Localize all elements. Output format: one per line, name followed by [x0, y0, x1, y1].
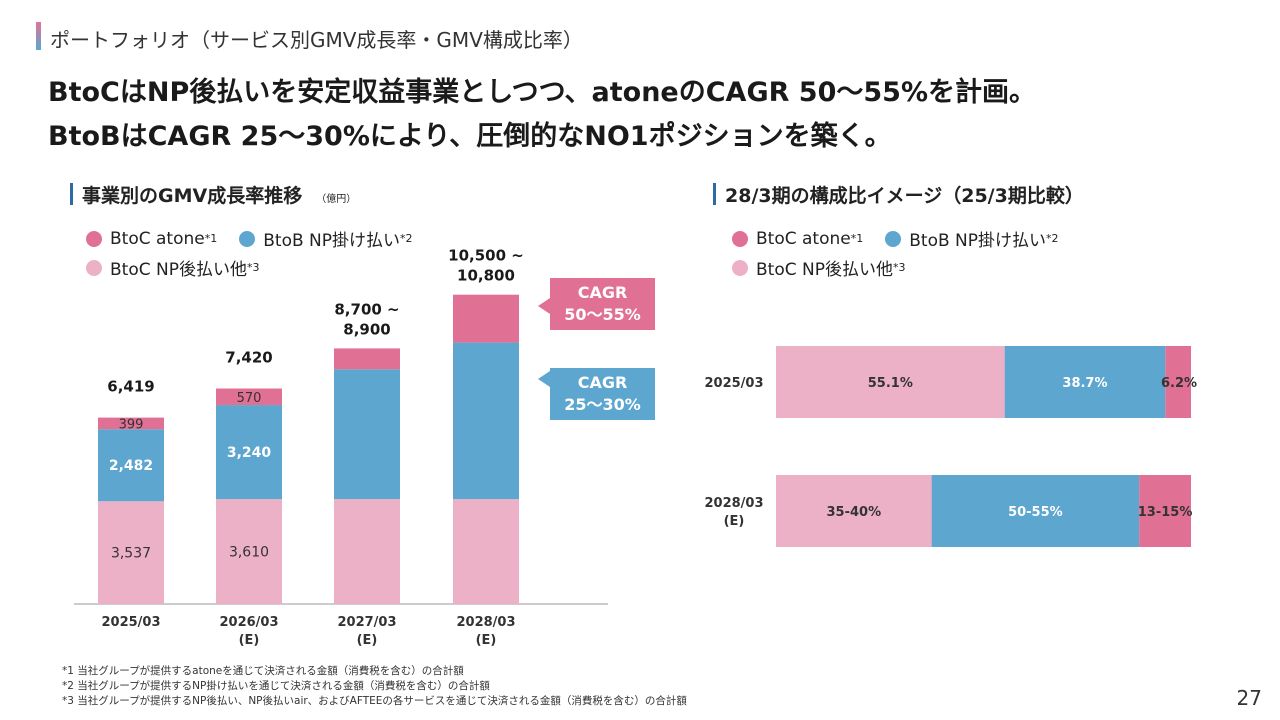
legend-item-btob-right: BtoB NP掛け払い *2: [885, 226, 1059, 251]
legend-note-atone-right: *1: [850, 232, 864, 245]
left-panel-title-text: 事業別のGMV成長率推移: [82, 185, 303, 207]
data-label-np: 3,610: [229, 545, 269, 561]
data-label-atone: 399: [119, 417, 144, 432]
composition-label: 55.1%: [868, 376, 913, 391]
bar-segment-atone: [98, 417, 164, 430]
data-label-np: 3,537: [111, 546, 151, 562]
x-tick-label: 2028/03 (E): [456, 615, 515, 648]
composition-label: 13-15%: [1138, 505, 1193, 520]
footnote-1: *1 当社グループが提供するatoneを通じて決済される金額（消費税を含む）の合…: [62, 665, 464, 677]
legend-item-atone: BtoC atone *1: [86, 226, 217, 251]
legend-dot-np-right: [732, 259, 748, 276]
cagr-atone-label: CAGR: [577, 283, 628, 302]
legend-note-atone: *1: [204, 232, 218, 245]
data-label-btob: 2,482: [109, 458, 153, 474]
composition-label: 50-55%: [1008, 505, 1063, 520]
legend-label-np: BtoC NP後払い他: [110, 260, 247, 280]
legend-dot-btob-right: [885, 230, 902, 247]
footnote-3: *3 当社グループが提供するNP後払い、NP後払いair、およびAFTEEの各サ…: [62, 695, 687, 707]
page-number: 27: [1236, 686, 1262, 710]
legend-label-atone-right: BtoC atone: [756, 228, 851, 249]
total-label: 10,500 ~10,800: [448, 247, 524, 285]
left-panel-accent-bar: [70, 183, 73, 205]
x-tick-label: 2026/03 (E): [219, 615, 278, 648]
composition-ratio-chart: 55.1% 38.7% 6.2% 2025/03 35-40% 50-55% 13-15% 2…: [704, 346, 1197, 547]
bar-segment-np: [453, 499, 519, 604]
composition-label: 35-40%: [827, 505, 882, 520]
composition-label: 6.2%: [1161, 376, 1197, 391]
legend-label-btob: BtoB NP掛け払い: [263, 231, 400, 251]
right-panel-accent-bar: [713, 183, 716, 205]
x-tick-label: 2025/03: [101, 615, 160, 630]
legend-label-btob-right: BtoB NP掛け払い: [909, 231, 1046, 251]
bar-segment-np: [334, 499, 400, 604]
section-title: ポートフォリオ（サービス別GMV成長率・GMV構成比率）: [50, 28, 583, 52]
headline-line-1: BtoCはNP後払いを安定収益事業としつつ、atoneのCAGR 50〜55%を…: [48, 77, 1037, 108]
title-accent-bar: [36, 22, 41, 50]
bar-segment-atone: [216, 388, 282, 406]
x-tick-label: 2027/03 (E): [337, 615, 396, 648]
cagr-atone-pointer: [538, 298, 550, 314]
composition-segment-np: [776, 346, 1005, 418]
left-panel-title: 事業別のGMV成長率推移 （億円）: [82, 181, 356, 208]
legend-dot-atone: [86, 230, 102, 247]
legend-item-np: BtoC NP後払い他 *3: [86, 255, 413, 280]
composition-segment-atone: [1139, 475, 1191, 547]
legend-note-btob: *2: [400, 232, 413, 245]
right-panel-title: 28/3期の構成比イメージ（25/3期比較）: [725, 185, 1084, 207]
cagr-btob-value: 25〜30%: [564, 395, 641, 414]
category-label: 2025/03: [704, 376, 763, 391]
data-label-btob: 3,240: [227, 445, 272, 461]
bar-segment-np: [98, 501, 164, 604]
legend-label-np-right: BtoC NP後払い他: [756, 260, 893, 280]
composition-segment-btob: [931, 475, 1140, 547]
legend-item-np-right: BtoC NP後払い他 *3: [732, 255, 1059, 280]
bar-segment-atone: [453, 294, 519, 343]
cagr-btob-label: CAGR: [577, 373, 628, 392]
total-label: 7,420: [225, 348, 272, 366]
legend-item-btob: BtoB NP掛け払い *2: [239, 226, 413, 251]
composition-label: 38.7%: [1062, 376, 1107, 391]
bar-segment-btob: [98, 429, 164, 502]
legend-note-btob-right: *2: [1046, 232, 1059, 245]
cagr-btob-box: CAGR 25〜30%: [550, 368, 655, 420]
bar-segment-btob: [334, 369, 400, 500]
left-legend: BtoC atone *1 BtoB NP掛け払い *2 BtoC NP後払い他 *3: [86, 226, 413, 280]
bar-segment-btob: [453, 342, 519, 500]
footnote-2: *2 当社グループが提供するNP掛け払いを通じて決済される金額（消費税を含む）の…: [62, 680, 490, 692]
data-label-atone: 570: [237, 391, 262, 406]
cagr-btob-pointer: [538, 371, 550, 387]
legend-dot-btob: [239, 230, 256, 247]
bar-segment-np: [216, 499, 282, 604]
cagr-atone-value: 50〜55%: [564, 305, 641, 324]
cagr-callout-pointers: [538, 298, 550, 387]
legend-item-atone-right: BtoC atone *1: [732, 226, 863, 251]
legend-dot-atone-right: [732, 230, 748, 247]
legend-label-atone: BtoC atone: [110, 228, 205, 249]
right-legend: BtoC atone *1 BtoB NP掛け払い *2 BtoC NP後払い他 *3: [732, 226, 1059, 280]
legend-note-np-right: *3: [892, 261, 906, 274]
category-label: 2028/03 (E): [704, 496, 763, 529]
unit-label: （億円）: [316, 194, 357, 205]
legend-note-np: *3: [246, 261, 260, 274]
total-label: 6,419: [107, 378, 154, 396]
legend-dot-np: [86, 259, 102, 276]
composition-segment-atone: [1165, 346, 1191, 418]
total-label: 8,700 ~8,900: [334, 300, 399, 338]
composition-segment-np: [776, 475, 932, 547]
bar-segment-atone: [334, 348, 400, 370]
bar-segment-btob: [216, 405, 282, 500]
cagr-atone-box: CAGR 50〜55%: [550, 278, 655, 330]
composition-segment-btob: [1004, 346, 1166, 418]
gmv-stacked-bar-chart: 3,537 2,482 399 6,419 2025/03 3,610 3,240 570 7,…: [74, 247, 608, 648]
headline-line-2: BtoBはCAGR 25〜30%により、圧倒的なNO1ポジションを築く。: [48, 121, 892, 152]
